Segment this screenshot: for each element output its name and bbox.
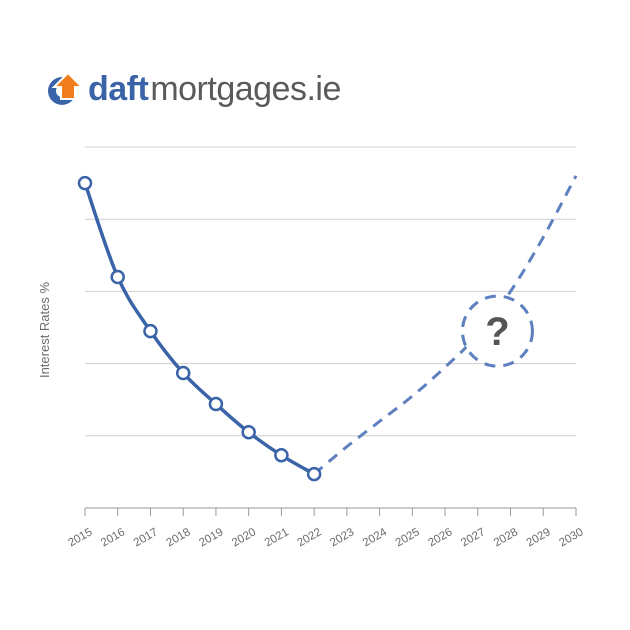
data-point-marker <box>175 365 191 381</box>
x-tick-label: 2026 <box>426 526 454 549</box>
projected-rate-line <box>313 175 578 476</box>
x-tick-label: 2028 <box>492 526 520 549</box>
x-tick-label: 2025 <box>394 526 422 549</box>
data-point-marker <box>274 448 289 463</box>
x-tick-label: 2017 <box>132 526 160 549</box>
y-axis-label: Interest Rates % <box>37 282 52 379</box>
series-layer: ? <box>77 175 578 482</box>
x-tick-label: 2022 <box>295 526 323 549</box>
x-tick-label: 2027 <box>459 526 487 549</box>
x-tick-label: 2020 <box>230 526 258 549</box>
logo-text-daft: daft <box>88 69 149 108</box>
x-tick-label: 2021 <box>263 526 291 549</box>
data-point-marker <box>306 466 322 482</box>
x-tick-label: 2016 <box>99 526 127 549</box>
x-tick-label: 2019 <box>197 526 225 549</box>
logo: daft mortgages.ie <box>44 64 341 114</box>
data-point-marker <box>143 323 158 339</box>
axes <box>84 507 577 516</box>
historical-rate-line <box>83 182 316 476</box>
x-tick-label: 2015 <box>66 526 94 549</box>
x-tick-label: 2029 <box>525 526 553 549</box>
x-tick-label: 2023 <box>328 526 356 549</box>
data-point-marker <box>208 396 224 412</box>
data-point-marker <box>77 175 93 191</box>
data-point-marker <box>110 269 125 285</box>
x-tick-label: 2024 <box>361 526 390 549</box>
x-tick-labels: 2015 2016 2017 2018 2019 2020 2021 2022 2023 2024… <box>66 526 585 549</box>
data-point-marker <box>241 424 256 440</box>
x-tick-label: 2018 <box>165 526 193 549</box>
logo-text-mortgages: mortgages.ie <box>150 69 341 108</box>
question-mark-circle <box>460 294 534 368</box>
gridlines <box>85 146 576 437</box>
x-tick-label: 2030 <box>557 526 585 549</box>
question-mark-annotation: ? <box>485 310 509 354</box>
house-arrow-icon <box>48 71 84 105</box>
